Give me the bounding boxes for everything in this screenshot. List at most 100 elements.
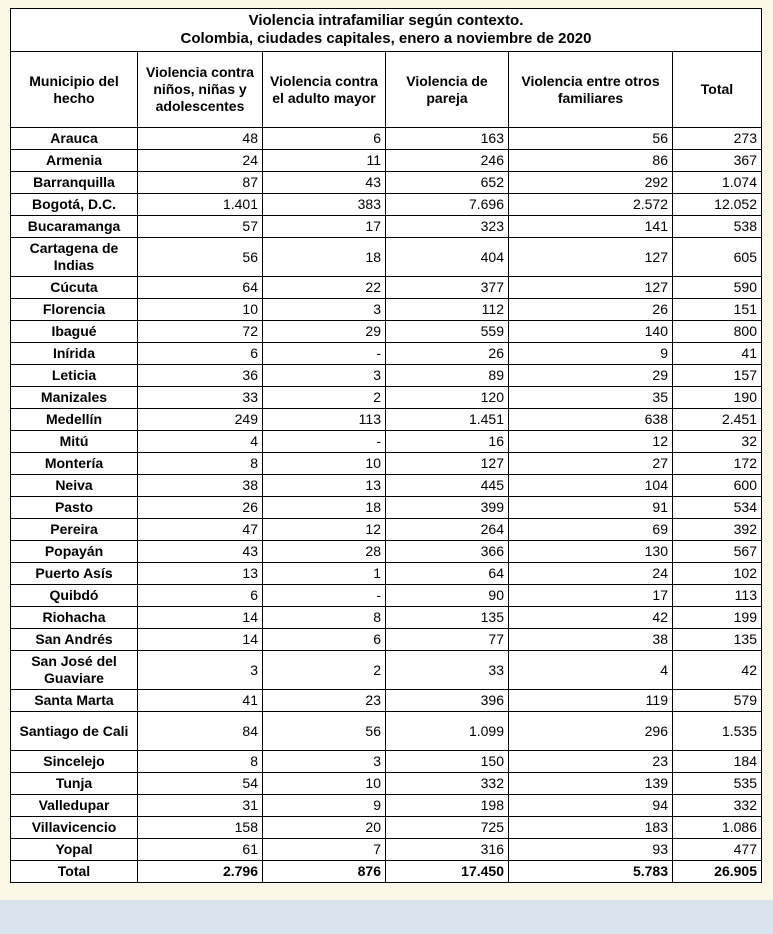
cell-value: - bbox=[262, 584, 386, 607]
cell-value: 54 bbox=[137, 772, 263, 795]
cell-value: 20 bbox=[262, 816, 386, 839]
cell-value: 33 bbox=[385, 650, 509, 690]
row-label: Santa Marta bbox=[10, 689, 138, 712]
cell-value: 12 bbox=[508, 430, 673, 453]
data-row: Bucaramanga 57 17 323 141 538 bbox=[10, 215, 762, 238]
cell-value: 64 bbox=[385, 562, 509, 585]
cell-value: 56 bbox=[508, 127, 673, 150]
row-label: Cúcuta bbox=[10, 276, 138, 299]
data-row: Ibagué 72 29 559 140 800 bbox=[10, 320, 762, 343]
cell-value: 23 bbox=[508, 750, 673, 773]
data-row: Manizales 33 2 120 35 190 bbox=[10, 386, 762, 409]
cell-value: 377 bbox=[385, 276, 509, 299]
cell-value: 89 bbox=[385, 364, 509, 387]
cell-value: 17 bbox=[262, 215, 386, 238]
cell-value: 7 bbox=[262, 838, 386, 861]
cell-value: 199 bbox=[672, 606, 762, 629]
total-row: Total 2.796 876 17.450 5.783 26.905 bbox=[10, 860, 762, 883]
data-row: San José del Guaviare 3 2 33 4 42 bbox=[10, 650, 762, 690]
cell-value: 56 bbox=[137, 237, 263, 277]
cell-value: 2.796 bbox=[137, 860, 263, 883]
cell-value: 12 bbox=[262, 518, 386, 541]
cell-value: 3 bbox=[262, 750, 386, 773]
cell-value: 190 bbox=[672, 386, 762, 409]
data-row: Pasto 26 18 399 91 534 bbox=[10, 496, 762, 519]
cell-value: 6 bbox=[137, 342, 263, 365]
cell-value: 399 bbox=[385, 496, 509, 519]
cell-value: 24 bbox=[508, 562, 673, 585]
cell-value: 3 bbox=[262, 298, 386, 321]
cell-value: 2 bbox=[262, 650, 386, 690]
cell-value: 26 bbox=[385, 342, 509, 365]
cell-value: 10 bbox=[262, 772, 386, 795]
cell-value: 23 bbox=[262, 689, 386, 712]
cell-value: 31 bbox=[137, 794, 263, 817]
cell-value: 18 bbox=[262, 237, 386, 277]
data-row: Yopal 61 7 316 93 477 bbox=[10, 838, 762, 861]
row-label: Barranquilla bbox=[10, 171, 138, 194]
cell-value: 120 bbox=[385, 386, 509, 409]
cell-value: 6 bbox=[262, 628, 386, 651]
cell-value: 158 bbox=[137, 816, 263, 839]
data-row: Bogotá, D.C. 1.401 383 7.696 2.572 12.052 bbox=[10, 193, 762, 216]
cell-value: 8 bbox=[137, 452, 263, 475]
cell-value: 367 bbox=[672, 149, 762, 172]
column-header: Violencia entre otros familiares bbox=[508, 51, 673, 128]
cell-value: 102 bbox=[672, 562, 762, 585]
data-row: Medellín 249 113 1.451 638 2.451 bbox=[10, 408, 762, 431]
row-label: Cartagena de Indias bbox=[10, 237, 138, 277]
cell-value: 14 bbox=[137, 606, 263, 629]
cell-value: 249 bbox=[137, 408, 263, 431]
column-header: Violencia de pareja bbox=[385, 51, 509, 128]
cell-value: 26 bbox=[137, 496, 263, 519]
data-row: Sincelejo 8 3 150 23 184 bbox=[10, 750, 762, 773]
row-label: Valledupar bbox=[10, 794, 138, 817]
cell-value: 383 bbox=[262, 193, 386, 216]
row-label: Inírida bbox=[10, 342, 138, 365]
title-line: Violencia intrafamiliar según contexto. bbox=[248, 12, 524, 29]
footer-band bbox=[0, 900, 773, 934]
cell-value: 445 bbox=[385, 474, 509, 497]
data-row: Tunja 54 10 332 139 535 bbox=[10, 772, 762, 795]
row-label: Quibdó bbox=[10, 584, 138, 607]
cell-value: 198 bbox=[385, 794, 509, 817]
cell-value: 264 bbox=[385, 518, 509, 541]
cell-value: 113 bbox=[672, 584, 762, 607]
data-row: Pereira 47 12 264 69 392 bbox=[10, 518, 762, 541]
cell-value: 8 bbox=[137, 750, 263, 773]
cell-value: 477 bbox=[672, 838, 762, 861]
cell-value: 119 bbox=[508, 689, 673, 712]
cell-value: 2.451 bbox=[672, 408, 762, 431]
cell-value: 77 bbox=[385, 628, 509, 651]
cell-value: 323 bbox=[385, 215, 509, 238]
cell-value: 172 bbox=[672, 452, 762, 475]
data-row: Puerto Asís 13 1 64 24 102 bbox=[10, 562, 762, 585]
row-label: Manizales bbox=[10, 386, 138, 409]
cell-value: 32 bbox=[672, 430, 762, 453]
cell-value: 150 bbox=[385, 750, 509, 773]
cell-value: 151 bbox=[672, 298, 762, 321]
row-label: Villavicencio bbox=[10, 816, 138, 839]
data-row: Villavicencio 158 20 725 183 1.086 bbox=[10, 816, 762, 839]
cell-value: 392 bbox=[672, 518, 762, 541]
cell-value: 140 bbox=[508, 320, 673, 343]
cell-value: 2.572 bbox=[508, 193, 673, 216]
cell-value: 292 bbox=[508, 171, 673, 194]
table-title: Violencia intrafamiliar según contexto. C… bbox=[10, 8, 762, 52]
cell-value: 638 bbox=[508, 408, 673, 431]
cell-value: 183 bbox=[508, 816, 673, 839]
cell-value: 246 bbox=[385, 149, 509, 172]
cell-value: 366 bbox=[385, 540, 509, 563]
cell-value: 1.099 bbox=[385, 711, 509, 751]
cell-value: 16 bbox=[385, 430, 509, 453]
cell-value: 17.450 bbox=[385, 860, 509, 883]
row-label: San Andrés bbox=[10, 628, 138, 651]
cell-value: 18 bbox=[262, 496, 386, 519]
row-label: Arauca bbox=[10, 127, 138, 150]
cell-value: 38 bbox=[508, 628, 673, 651]
cell-value: 876 bbox=[262, 860, 386, 883]
row-label: Popayán bbox=[10, 540, 138, 563]
cell-value: 61 bbox=[137, 838, 263, 861]
cell-value: 38 bbox=[137, 474, 263, 497]
